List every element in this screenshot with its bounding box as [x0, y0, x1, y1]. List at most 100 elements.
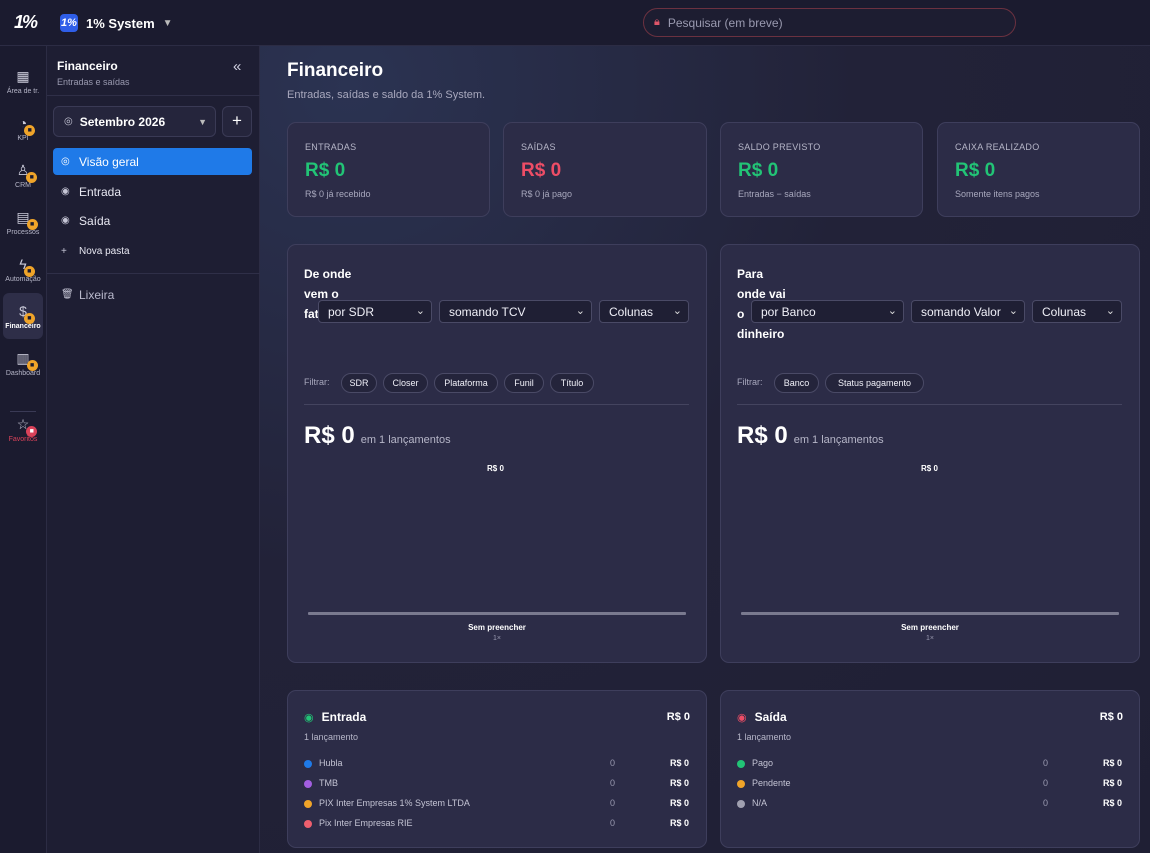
filter-chip-status-pagamento[interactable]: Status pagamento — [825, 373, 924, 393]
rail-label: Área de tr. — [6, 88, 40, 95]
month-select[interactable]: ◎ Setembro 2026 ▼ — [53, 106, 216, 137]
sidebar-item-visao-geral[interactable]: ◎ Visão geral — [53, 148, 252, 175]
bar-category-label: Sem preencher — [468, 623, 526, 632]
rail-label: Financeiro — [5, 323, 41, 330]
rail-label: Processos — [6, 229, 40, 236]
stat-note: Somente itens pagos — [955, 189, 1040, 199]
stat-label: SALDO PREVISTO — [738, 142, 821, 152]
divider — [304, 404, 689, 405]
row-amount: R$ 0 — [1102, 758, 1122, 768]
stat-value: R$ 0 — [521, 160, 562, 181]
filter-chip-banco[interactable]: Banco — [774, 373, 819, 393]
color-dot — [737, 800, 745, 808]
rail-item-area-de-trabalho[interactable]: ▦ Área de tr. — [3, 58, 43, 104]
divider — [47, 273, 260, 274]
view-select[interactable]: Colunas ⌄ — [1032, 300, 1122, 323]
total-value: R$ 0 — [304, 422, 355, 449]
main-content: Financeiro Entradas, saídas e saldo da 1… — [260, 46, 1150, 853]
row-amount: R$ 0 — [669, 818, 689, 828]
sidebar-item-label: Entrada — [79, 184, 122, 199]
lock-icon: ■ — [26, 172, 38, 183]
bar-sem-preencher[interactable] — [308, 612, 686, 615]
filter-chip-closer[interactable]: Closer — [383, 373, 428, 393]
breakdown-card-saida: ◉ Saída R$ 0 1 lançamento Pago 0 R$ 0 Pe… — [720, 690, 1140, 848]
star-icon: ☆ ■ — [17, 415, 38, 437]
sidebar-subtitle: Entradas e saídas — [57, 77, 130, 87]
row-name: Pix Inter Empresas RIE — [319, 818, 413, 828]
sidebar-item-label: Saída — [79, 213, 111, 228]
stat-label: CAIXA REALIZADO — [955, 142, 1040, 152]
app-logo[interactable]: 1% — [14, 12, 38, 32]
row-name: N/A — [752, 798, 768, 808]
search-box[interactable]: 🔒︎ — [643, 8, 1016, 37]
caret-down-icon: ▼ — [198, 116, 207, 127]
breakdown-header: ◉ Saída — [737, 710, 787, 724]
filter-chip-sdr[interactable]: SDR — [341, 373, 377, 393]
filter-chip-plataforma[interactable]: Plataforma — [434, 373, 498, 393]
filter-label: Filtrar: — [304, 377, 330, 387]
sidebar-item-saida[interactable]: ◉ Saída — [53, 207, 252, 234]
page-subtitle: Entradas, saídas e saldo da 1% System. — [287, 89, 486, 101]
chart-card-faturamento: De onde vem o faturamento por SDR ⌄ soma… — [287, 244, 707, 663]
row-name: Pago — [752, 758, 774, 768]
metric-select[interactable]: somando TCV ⌄ — [439, 300, 592, 323]
rail-item-processos[interactable]: ▤ ■ Processos — [3, 199, 43, 245]
sidebar-item-label: Visão geral — [79, 154, 139, 169]
list-item: Pix Inter Empresas RIE 0 R$ 0 — [304, 817, 689, 831]
rail-item-kpi[interactable]: ◔ ■ KPI — [3, 105, 43, 151]
filter-chip-funil[interactable]: Funil — [504, 373, 544, 393]
row-name: Hubla — [319, 758, 343, 768]
divider — [47, 95, 260, 96]
rail-item-crm[interactable]: ♙ ■ CRM — [3, 152, 43, 198]
rail-label: KPI — [17, 135, 29, 142]
rail-item-favoritos[interactable]: ☆ ■ Favoritos — [3, 406, 43, 452]
list-item: PIX Inter Empresas 1% System LTDA 0 R$ 0 — [304, 797, 689, 811]
color-dot — [304, 780, 312, 788]
select-value: Colunas — [609, 304, 654, 319]
bar-sem-preencher[interactable] — [741, 612, 1119, 615]
rail-label: Automação — [5, 276, 41, 283]
chevron-down-icon: ⌄ — [887, 305, 897, 317]
month-label: Setembro 2026 — [79, 114, 166, 129]
stat-value: R$ 0 — [305, 160, 346, 181]
sidebar-item-entrada[interactable]: ◉ Entrada — [53, 178, 252, 205]
stat-card-saidas: SAÍDAS R$ 0 R$ 0 já pago — [503, 122, 707, 217]
breakdown-title: Saída — [754, 710, 787, 724]
list-item: Pago 0 R$ 0 — [737, 757, 1122, 771]
rail-item-dashboard[interactable]: ▥ ■ Dashboard — [3, 340, 43, 386]
rail-item-financeiro[interactable]: $ ■ Financeiro — [3, 293, 43, 339]
breakdown-total: R$ 0 — [1099, 711, 1123, 723]
sidebar-item-label: Nova pasta — [79, 246, 130, 257]
new-folder-button[interactable]: + Nova pasta — [53, 238, 252, 265]
view-select[interactable]: Colunas ⌄ — [599, 300, 689, 323]
row-name: TMB — [319, 778, 338, 788]
bar-count-label: 1× — [493, 635, 501, 642]
metric-select[interactable]: somando Valor ⌄ — [911, 300, 1025, 323]
total-suffix: em 1 lançamentos — [360, 434, 451, 446]
row-name: Pendente — [752, 778, 791, 788]
add-button[interactable]: + — [222, 106, 252, 137]
rail-item-automacao[interactable]: ϟ ■ Automação — [3, 246, 43, 292]
sidebar-item-lixeira[interactable]: 🗑︎ Lixeira — [53, 281, 252, 308]
chevron-down-icon: ⌄ — [672, 305, 682, 317]
workspace-badge: 1% — [60, 14, 78, 32]
collapse-sidebar-icon[interactable]: « — [233, 58, 242, 75]
search-input[interactable] — [667, 15, 968, 30]
rail-divider — [10, 411, 36, 412]
chevron-down-icon: ⌄ — [415, 305, 425, 317]
coin-icon: ◎ — [64, 116, 73, 127]
filter-chip-titulo[interactable]: Título — [550, 373, 594, 393]
grid-icon: ▦ — [16, 68, 30, 84]
row-amount: R$ 0 — [1102, 798, 1122, 808]
workspace-switcher[interactable]: 1% 1% System ▼ — [60, 13, 173, 33]
crm-icon: ♙ ■ — [17, 161, 38, 183]
divider — [737, 404, 1122, 405]
breakdown-total: R$ 0 — [666, 711, 690, 723]
stat-label: SAÍDAS — [521, 142, 556, 152]
financeiro-icon: $ ■ — [19, 302, 35, 324]
group-by-select[interactable]: por SDR ⌄ — [318, 300, 432, 323]
lock-icon: 🔒︎ — [654, 16, 660, 28]
top-bar: 1% 1% 1% System ▼ 🔒︎ — [0, 0, 1150, 46]
group-by-select[interactable]: por Banco ⌄ — [751, 300, 904, 323]
chart-title: Para onde vai o dinheiro — [737, 267, 786, 341]
